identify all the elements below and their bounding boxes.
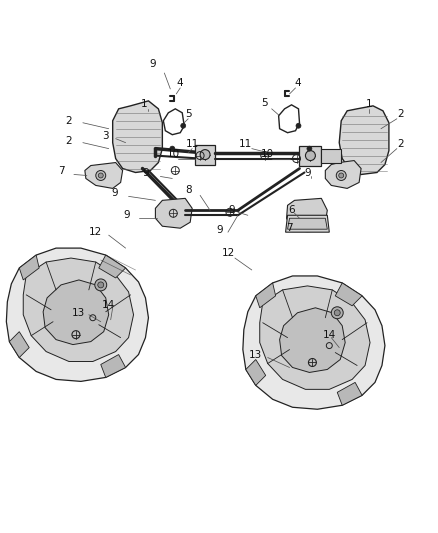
Polygon shape (9, 332, 29, 358)
Polygon shape (325, 160, 361, 188)
Text: 9: 9 (123, 210, 130, 220)
Text: 3: 3 (102, 131, 109, 141)
Text: 11: 11 (186, 139, 199, 149)
Circle shape (200, 150, 210, 159)
Circle shape (334, 310, 340, 316)
Text: 14: 14 (323, 329, 336, 340)
Polygon shape (337, 382, 362, 405)
Text: 2: 2 (66, 116, 72, 126)
Polygon shape (99, 255, 126, 278)
Polygon shape (195, 144, 215, 165)
Polygon shape (85, 163, 123, 188)
Text: 1: 1 (141, 99, 148, 109)
Polygon shape (300, 146, 321, 166)
Text: 13: 13 (72, 308, 85, 318)
Text: 5: 5 (185, 109, 191, 119)
Text: 10: 10 (167, 149, 180, 159)
Circle shape (339, 173, 344, 178)
Text: 2: 2 (398, 139, 404, 149)
Text: 12: 12 (89, 227, 102, 237)
Text: 6: 6 (288, 205, 295, 215)
Text: 10: 10 (261, 149, 274, 159)
Text: 8: 8 (185, 185, 191, 196)
Polygon shape (43, 280, 109, 345)
Polygon shape (260, 286, 370, 389)
Text: 13: 13 (249, 350, 262, 360)
Polygon shape (321, 149, 341, 163)
Polygon shape (286, 198, 327, 232)
Polygon shape (288, 218, 327, 229)
Polygon shape (7, 248, 148, 382)
Circle shape (170, 146, 175, 151)
Polygon shape (101, 354, 126, 377)
Text: 4: 4 (177, 78, 184, 88)
Circle shape (336, 171, 346, 181)
Text: 7: 7 (286, 223, 293, 233)
Polygon shape (155, 198, 192, 228)
Text: 1: 1 (366, 99, 372, 109)
Polygon shape (113, 101, 162, 173)
Circle shape (307, 146, 312, 151)
Text: 4: 4 (294, 78, 301, 88)
Text: 9: 9 (142, 168, 149, 179)
Text: 14: 14 (102, 300, 115, 310)
Polygon shape (246, 360, 266, 385)
Circle shape (98, 282, 104, 288)
Text: 9: 9 (111, 188, 118, 198)
Text: 9: 9 (304, 168, 311, 179)
Circle shape (98, 173, 103, 178)
Text: 7: 7 (58, 166, 64, 175)
Polygon shape (256, 283, 276, 308)
Polygon shape (335, 283, 362, 306)
Polygon shape (243, 276, 385, 409)
Polygon shape (339, 106, 389, 174)
Polygon shape (23, 258, 134, 361)
Circle shape (181, 123, 186, 128)
Text: 9: 9 (229, 205, 235, 215)
Circle shape (296, 123, 301, 128)
Text: 9: 9 (217, 225, 223, 235)
Text: 11: 11 (239, 139, 252, 149)
Circle shape (305, 151, 315, 160)
Text: 9: 9 (149, 59, 156, 69)
Polygon shape (279, 308, 345, 373)
Polygon shape (286, 215, 329, 232)
Circle shape (331, 307, 343, 319)
Polygon shape (19, 255, 39, 280)
Text: 12: 12 (221, 248, 235, 258)
Text: 2: 2 (66, 136, 72, 146)
Text: 5: 5 (261, 98, 268, 108)
Circle shape (96, 171, 106, 181)
Circle shape (95, 279, 107, 291)
Text: 2: 2 (398, 109, 404, 119)
